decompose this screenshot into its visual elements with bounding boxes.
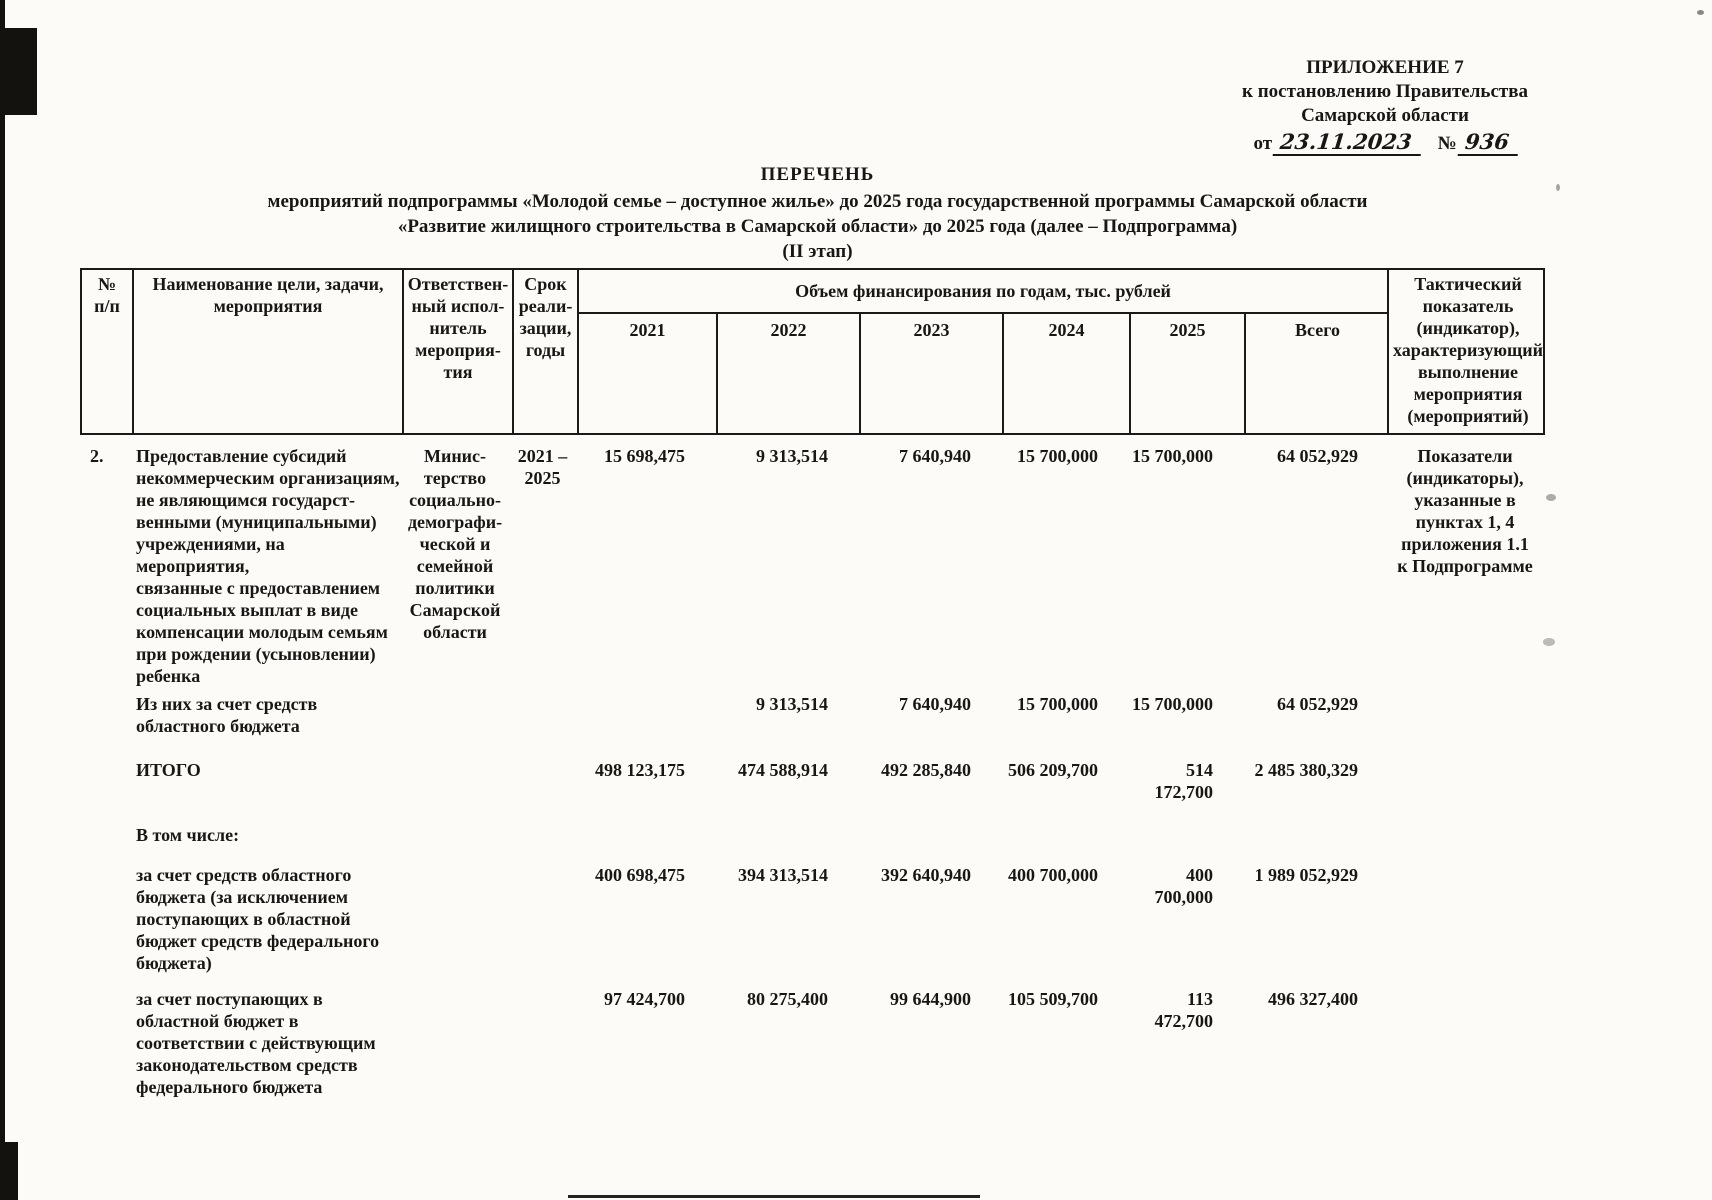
table-row: за счет средств областного бюджета (за и… bbox=[80, 864, 1545, 974]
stamp-date-number-row: от 23.11.2023 № 936 bbox=[1205, 129, 1565, 156]
title-perechen: ПЕРЕЧЕНЬ bbox=[760, 164, 875, 185]
table-row: 2. Предоставление субсидий некоммерчески… bbox=[80, 445, 1545, 687]
row-value-2023: 99 644,900 bbox=[890, 989, 971, 1009]
row-term: 2021 – 2025 bbox=[517, 446, 568, 488]
header-year-2024: 2024 bbox=[1002, 314, 1129, 433]
financing-table: № п/п Наименование цели, задачи, меропри… bbox=[80, 268, 1545, 1098]
scan-speck bbox=[1556, 184, 1560, 191]
row-name: Из них за счет средств областного бюджет… bbox=[136, 694, 318, 736]
row-value-2023: 492 285,840 bbox=[881, 760, 971, 780]
row-value-2024: 506 209,700 bbox=[1008, 760, 1098, 780]
stamp-line-appendix: ПРИЛОЖЕНИЕ 7 bbox=[1306, 57, 1464, 78]
header-term: Срок реали- зации, годы bbox=[512, 270, 577, 433]
scan-speck bbox=[1697, 10, 1704, 15]
row-value-2023: 7 640,940 bbox=[899, 694, 971, 714]
row-name: Предоставление субсидий некоммерческим о… bbox=[136, 446, 400, 686]
row-value-2022: 9 313,514 bbox=[756, 446, 828, 466]
header-num: № п/п bbox=[94, 274, 120, 316]
header-indicator: Тактический показатель (индикатор), хара… bbox=[1387, 270, 1547, 433]
scan-speck bbox=[1546, 494, 1556, 501]
row-value-2022: 394 313,514 bbox=[738, 865, 828, 885]
row-value-2021: 15 698,475 bbox=[604, 446, 685, 466]
row-value-total: 64 052,929 bbox=[1277, 694, 1358, 714]
row-value-2022: 9 313,514 bbox=[756, 694, 828, 714]
row-name: В том числе: bbox=[136, 825, 240, 845]
row-value-2023: 392 640,940 bbox=[881, 865, 971, 885]
header-financing-title: Объем финансирования по годам, тыс. рубл… bbox=[579, 270, 1387, 314]
document-title: ПЕРЕЧЕНЬ мероприятий подпрограммы «Молод… bbox=[80, 162, 1555, 264]
title-stage: (II этап) bbox=[782, 241, 853, 262]
row-value-total: 1 989 052,929 bbox=[1254, 865, 1359, 885]
header-years-row: 2021 2022 2023 2024 2025 Всего bbox=[579, 314, 1387, 433]
header-year-2023: 2023 bbox=[859, 314, 1002, 433]
header-executor: Ответствен- ный испол- нитель мероприя- … bbox=[402, 270, 512, 433]
scan-artifact-top-left bbox=[0, 28, 37, 115]
row-value-2025: 514 172,700 bbox=[1154, 760, 1214, 802]
stamp-line-region: Самарской области bbox=[1301, 105, 1469, 126]
row-value-2023: 7 640,940 bbox=[899, 446, 971, 466]
table-row: за счет поступающих в областной бюджет в… bbox=[80, 988, 1545, 1098]
row-value-2025: 113 472,700 bbox=[1154, 989, 1214, 1031]
stamp-number-label: № bbox=[1437, 133, 1457, 154]
appendix-stamp: ПРИЛОЖЕНИЕ 7 к постановлению Правительст… bbox=[1205, 56, 1565, 156]
row-name: за счет средств областного бюджета (за и… bbox=[136, 865, 380, 973]
row-number: 2. bbox=[90, 446, 104, 466]
scan-artifact-left-edge bbox=[0, 0, 5, 1200]
row-value-2025: 15 700,000 bbox=[1132, 694, 1213, 714]
header-financing-group: Объем финансирования по годам, тыс. рубл… bbox=[577, 270, 1387, 433]
row-executor: Минис- терство социально- демографи- чес… bbox=[407, 446, 503, 642]
table-body: 2. Предоставление субсидий некоммерчески… bbox=[80, 435, 1545, 1098]
stamp-number-handwritten: 936 bbox=[1457, 129, 1520, 156]
scan-speck bbox=[1543, 638, 1555, 646]
table-row: В том числе: bbox=[80, 824, 1545, 846]
title-line-2: мероприятий подпрограммы «Молодой семье … bbox=[267, 191, 1368, 212]
row-value-total: 2 485 380,329 bbox=[1254, 760, 1359, 780]
row-value-2021: 498 123,175 bbox=[595, 760, 685, 780]
row-value-total: 496 327,400 bbox=[1268, 989, 1358, 1009]
table-row-total: ИТОГО 498 123,175 474 588,914 492 285,84… bbox=[80, 759, 1545, 803]
row-name: ИТОГО bbox=[136, 760, 201, 780]
row-value-2022: 474 588,914 bbox=[738, 760, 828, 780]
stamp-line-resolution: к постановлению Правительства bbox=[1242, 81, 1528, 102]
header-year-2021: 2021 bbox=[629, 320, 666, 340]
row-name: за счет поступающих в областной бюджет в… bbox=[136, 989, 376, 1097]
row-value-2024: 105 509,700 bbox=[1008, 989, 1098, 1009]
scan-artifact-bottom-left bbox=[0, 1142, 18, 1200]
header-year-2022: 2022 bbox=[716, 314, 859, 433]
header-year-total: Всего bbox=[1244, 314, 1389, 433]
row-indicator: Показатели (индикаторы), указанные в пун… bbox=[1397, 446, 1533, 576]
row-value-2021: 97 424,700 bbox=[604, 989, 685, 1009]
row-value-2024: 15 700,000 bbox=[1017, 694, 1098, 714]
row-value-2024: 400 700,000 bbox=[1008, 865, 1098, 885]
row-value-2022: 80 275,400 bbox=[747, 989, 828, 1009]
row-value-total: 64 052,929 bbox=[1277, 446, 1358, 466]
row-value-2021: 400 698,475 bbox=[595, 865, 685, 885]
header-name: Наименование цели, задачи, мероприятия bbox=[132, 270, 402, 433]
table-header: № п/п Наименование цели, задачи, меропри… bbox=[80, 268, 1545, 435]
row-value-2025: 400 700,000 bbox=[1154, 865, 1214, 907]
row-value-2024: 15 700,000 bbox=[1017, 446, 1098, 466]
row-value-2025: 15 700,000 bbox=[1132, 446, 1213, 466]
stamp-from-label: от bbox=[1253, 133, 1273, 154]
stamp-date-handwritten: 23.11.2023 bbox=[1272, 129, 1423, 156]
title-line-3: «Развитие жилищного строительства в Сама… bbox=[397, 216, 1238, 237]
scan-artifact-bottom-line bbox=[568, 1195, 980, 1198]
table-row: Из них за счет средств областного бюджет… bbox=[80, 693, 1545, 737]
header-year-2025: 2025 bbox=[1129, 314, 1244, 433]
